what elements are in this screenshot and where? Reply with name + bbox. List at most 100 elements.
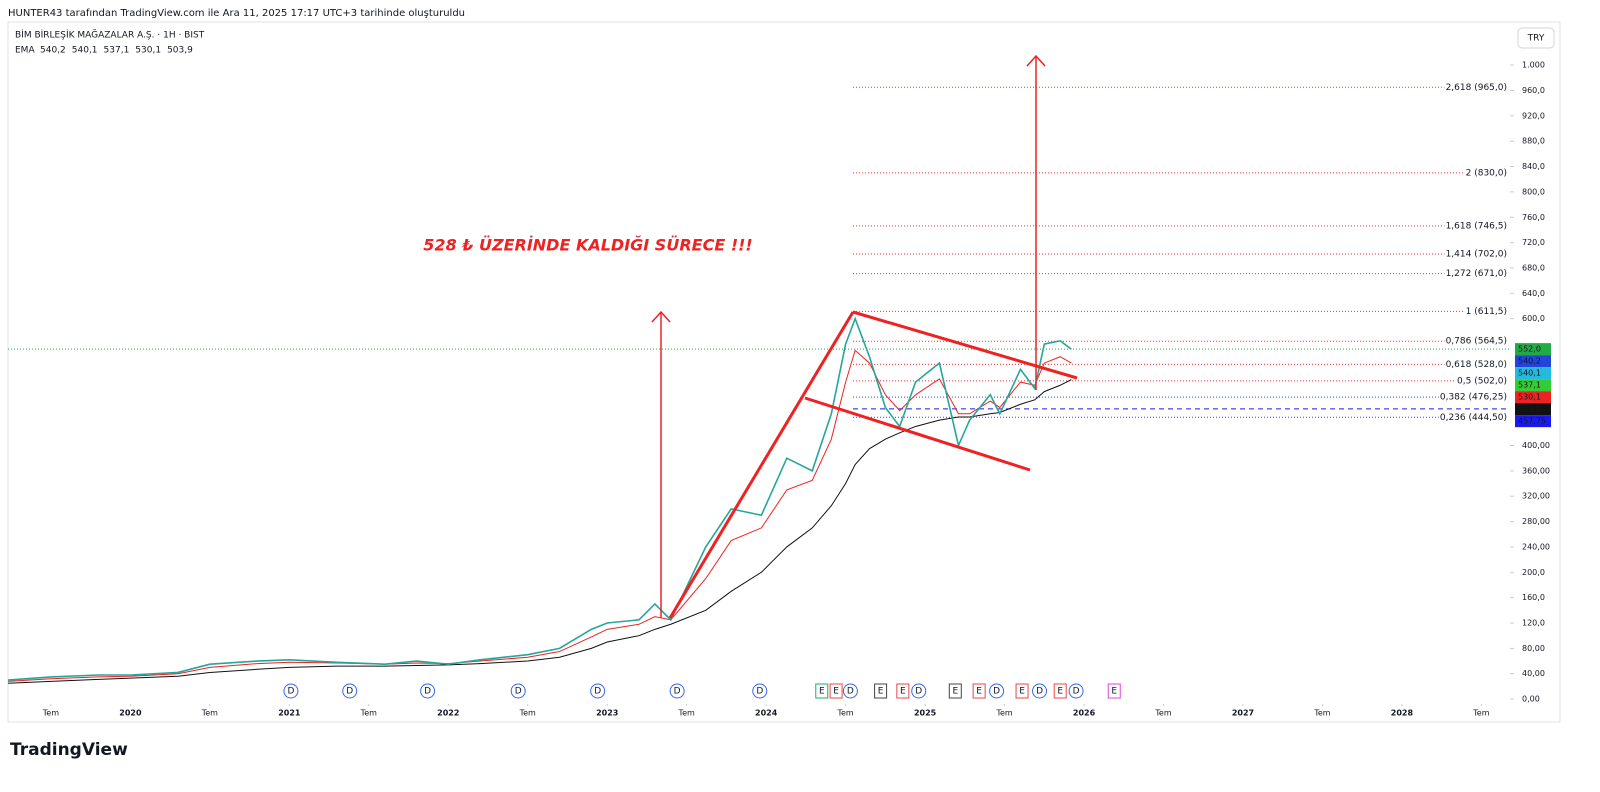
y-tick-label: 840,0 — [1522, 162, 1545, 171]
x-tick-label: Tem — [836, 709, 853, 718]
fib-label-bg — [1444, 359, 1508, 370]
event-label[interactable]: D — [847, 687, 854, 697]
event-icon — [948, 683, 962, 699]
event-label[interactable]: D — [515, 687, 522, 697]
chart-frame — [7, 21, 1561, 723]
event-label[interactable]: D — [993, 687, 1000, 697]
x-tick-label: 2026 — [1073, 709, 1096, 718]
fib-label: 2,618 (965,0) — [1446, 83, 1507, 93]
y-tick-label: 120,0 — [1522, 619, 1545, 628]
x-tick-label: Tem — [1154, 709, 1171, 718]
currency-button[interactable] — [1517, 27, 1555, 49]
x-tick-label: Tem — [1313, 709, 1330, 718]
event-label[interactable]: E — [833, 687, 839, 697]
ema-value: 540,1 — [72, 46, 98, 56]
event-label[interactable]: D — [915, 687, 922, 697]
price-box — [1515, 355, 1551, 368]
event-icon — [342, 683, 358, 699]
y-tick-label: 0,00 — [1522, 695, 1540, 704]
x-tick-label: 2020 — [119, 709, 142, 718]
y-tick-label: 1.000 — [1522, 61, 1545, 70]
event-icon — [669, 683, 685, 699]
x-tick-label: 2027 — [1232, 709, 1254, 718]
x-tick-label: Tem — [42, 709, 59, 718]
y-tick-label: 280,00 — [1522, 517, 1550, 526]
y-tick-label: 920,0 — [1522, 111, 1545, 120]
series-line — [7, 316, 1072, 681]
event-label[interactable]: D — [1036, 687, 1043, 697]
ema-value: 540,2 — [40, 46, 66, 56]
event-label[interactable]: E — [952, 687, 958, 697]
x-tick-label: 2024 — [755, 709, 778, 718]
event-label[interactable]: D — [424, 687, 431, 697]
price-box — [1515, 367, 1551, 380]
event-label[interactable]: D — [594, 687, 601, 697]
y-tick-label: 200,0 — [1522, 568, 1545, 577]
trend-line — [804, 396, 1031, 472]
y-tick-label: 320,00 — [1522, 492, 1550, 501]
currency[interactable]: TRY — [1527, 34, 1545, 44]
y-tick-label: 160,0 — [1522, 593, 1545, 602]
price-box — [1515, 379, 1551, 392]
fib-label-bg — [1456, 376, 1508, 387]
price-box-label: 537,1 — [1518, 381, 1541, 390]
price-box-label: 540,2 — [1518, 357, 1541, 366]
fib-label-bg — [1444, 82, 1508, 93]
ema-value: 537,1 — [104, 46, 130, 56]
fib-label: 1,272 (671,0) — [1446, 269, 1507, 279]
event-icon — [1068, 683, 1084, 699]
fib-label-bg — [1444, 336, 1508, 347]
x-tick-label: Tem — [995, 709, 1012, 718]
x-tick-label: Tem — [678, 709, 695, 718]
event-label[interactable]: D — [674, 687, 681, 697]
event-icon — [815, 683, 829, 699]
event-icon — [874, 683, 888, 699]
event-label[interactable]: D — [287, 687, 294, 697]
event-label[interactable]: E — [976, 687, 982, 697]
fib-label-bg — [1438, 412, 1508, 423]
fib-label-bg — [1444, 221, 1508, 232]
annotation: 528 ₺ ÜZERİNDE KALDIĞI SÜRECE !!! — [423, 236, 752, 255]
fib-label-bg — [1464, 306, 1508, 317]
ema-value: 530,1 — [135, 46, 161, 56]
x-tick-label: 2021 — [278, 709, 301, 718]
event-icon — [989, 683, 1005, 699]
x-tick-label: Tem — [201, 709, 218, 718]
y-tick-label: 960,0 — [1522, 86, 1545, 95]
x-tick-label: 2022 — [437, 709, 459, 718]
header: HUNTER43 tarafından TradingView.com ile … — [8, 8, 465, 19]
y-tick-label: 880,0 — [1522, 137, 1545, 146]
event-label[interactable]: D — [1073, 687, 1080, 697]
y-tick-label: 680,0 — [1522, 263, 1545, 272]
y-tick-label: 760,0 — [1522, 213, 1545, 222]
event-icon — [1053, 683, 1067, 699]
brand: TradingView — [10, 740, 128, 760]
y-tick-label: 80,00 — [1522, 644, 1545, 653]
event-icon — [1015, 683, 1029, 699]
price-box — [1515, 391, 1551, 404]
fib-label: 1,414 (702,0) — [1446, 250, 1507, 260]
fib-label: 2 (830,0) — [1466, 168, 1507, 178]
event-label[interactable]: E — [1111, 687, 1117, 697]
event-icon — [283, 683, 299, 699]
event-label[interactable]: D — [756, 687, 763, 697]
x-tick-label: Tem — [360, 709, 377, 718]
event-label[interactable]: D — [346, 687, 353, 697]
event-label[interactable]: E — [900, 687, 906, 697]
fib-label: 1,618 (746,5) — [1446, 221, 1507, 231]
symbol: BİM BİRLEŞİK MAĞAZALAR A.Ş. · 1H · BIST — [15, 29, 205, 41]
y-tick-label: 40,00 — [1522, 669, 1545, 678]
fib-label: 0,382 (476,25) — [1440, 393, 1507, 403]
fib-label-bg — [1464, 168, 1508, 179]
event-icon — [420, 683, 436, 699]
trend-line — [668, 311, 855, 619]
event-label[interactable]: E — [819, 687, 825, 697]
event-label[interactable]: E — [878, 687, 884, 697]
price-box-label: 552,0 — [1518, 345, 1541, 354]
event-label[interactable]: E — [1019, 687, 1025, 697]
event-label[interactable]: E — [1057, 687, 1063, 697]
x-tick-label: Tem — [519, 709, 536, 718]
event-icon — [842, 683, 858, 699]
indicator: EMA — [15, 46, 35, 56]
